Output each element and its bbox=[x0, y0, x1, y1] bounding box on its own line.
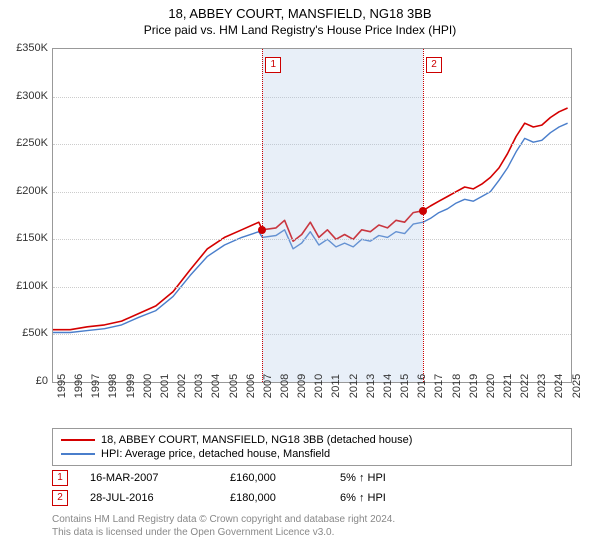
legend-label: 18, ABBEY COURT, MANSFIELD, NG18 3BB (de… bbox=[101, 434, 412, 446]
event-marker-label: 2 bbox=[426, 57, 442, 73]
event-row-marker: 1 bbox=[52, 470, 68, 486]
xtick-label: 2021 bbox=[502, 374, 514, 398]
legend-item: HPI: Average price, detached house, Mans… bbox=[61, 447, 563, 461]
legend-item: 18, ABBEY COURT, MANSFIELD, NG18 3BB (de… bbox=[61, 433, 563, 447]
event-vline bbox=[262, 49, 263, 382]
ytick-label: £100K bbox=[16, 280, 48, 292]
event-row-marker: 2 bbox=[52, 490, 68, 506]
title-sub: Price paid vs. HM Land Registry's House … bbox=[0, 23, 600, 37]
xtick-label: 2019 bbox=[468, 374, 480, 398]
footer-line1: Contains HM Land Registry data © Crown c… bbox=[52, 514, 572, 527]
legend-label: HPI: Average price, detached house, Mans… bbox=[101, 448, 330, 460]
event-row-price: £160,000 bbox=[230, 472, 340, 484]
event-dot bbox=[258, 226, 266, 234]
xtick-label: 2002 bbox=[176, 374, 188, 398]
xtick-label: 2023 bbox=[536, 374, 548, 398]
xtick-label: 2025 bbox=[571, 374, 583, 398]
xtick-label: 2020 bbox=[485, 374, 497, 398]
ytick-label: £250K bbox=[16, 137, 48, 149]
event-vline bbox=[423, 49, 424, 382]
xtick-label: 2015 bbox=[399, 374, 411, 398]
xtick-label: 2001 bbox=[159, 374, 171, 398]
event-row-date: 16-MAR-2007 bbox=[90, 472, 230, 484]
ytick-label: £350K bbox=[16, 42, 48, 54]
shaded-band bbox=[262, 49, 423, 382]
footer-line2: This data is licensed under the Open Gov… bbox=[52, 527, 572, 540]
xtick-label: 2010 bbox=[313, 374, 325, 398]
chart-container: 18, ABBEY COURT, MANSFIELD, NG18 3BB Pri… bbox=[0, 0, 600, 560]
xtick-label: 2022 bbox=[519, 374, 531, 398]
xtick-label: 2014 bbox=[382, 374, 394, 398]
ytick-label: £0 bbox=[36, 375, 48, 387]
xtick-label: 2016 bbox=[416, 374, 428, 398]
ytick-label: £50K bbox=[22, 327, 48, 339]
event-row: 2 28-JUL-2016£180,0006% ↑ HPI bbox=[52, 488, 572, 508]
xtick-label: 2008 bbox=[279, 374, 291, 398]
xtick-label: 2012 bbox=[348, 374, 360, 398]
xtick-label: 2017 bbox=[433, 374, 445, 398]
events-table: 1 16-MAR-2007£160,0005% ↑ HPI 2 28-JUL-2016… bbox=[52, 468, 572, 508]
xtick-label: 2018 bbox=[451, 374, 463, 398]
event-row-pct: 5% ↑ HPI bbox=[340, 472, 572, 484]
xtick-label: 2009 bbox=[296, 374, 308, 398]
legend-swatch bbox=[61, 439, 95, 441]
xtick-label: 2011 bbox=[330, 374, 342, 398]
xtick-label: 1999 bbox=[125, 374, 137, 398]
ytick-label: £300K bbox=[16, 90, 48, 102]
event-row: 1 16-MAR-2007£160,0005% ↑ HPI bbox=[52, 468, 572, 488]
xtick-label: 1995 bbox=[56, 374, 68, 398]
title-main: 18, ABBEY COURT, MANSFIELD, NG18 3BB bbox=[0, 6, 600, 21]
xtick-label: 1998 bbox=[107, 374, 119, 398]
event-row-price: £180,000 bbox=[230, 492, 340, 504]
event-row-date: 28-JUL-2016 bbox=[90, 492, 230, 504]
xtick-label: 2007 bbox=[262, 374, 274, 398]
footer: Contains HM Land Registry data © Crown c… bbox=[52, 514, 572, 539]
xtick-label: 2003 bbox=[193, 374, 205, 398]
legend: 18, ABBEY COURT, MANSFIELD, NG18 3BB (de… bbox=[52, 428, 572, 466]
xtick-label: 1996 bbox=[73, 374, 85, 398]
ytick-label: £200K bbox=[16, 185, 48, 197]
legend-swatch bbox=[61, 453, 95, 455]
xtick-label: 2005 bbox=[228, 374, 240, 398]
title-block: 18, ABBEY COURT, MANSFIELD, NG18 3BB Pri… bbox=[0, 0, 600, 37]
xtick-label: 1997 bbox=[90, 374, 102, 398]
ytick-label: £150K bbox=[16, 232, 48, 244]
xtick-label: 2006 bbox=[245, 374, 257, 398]
chart-plot-area: 12 bbox=[52, 48, 572, 383]
event-dot bbox=[419, 207, 427, 215]
xtick-label: 2004 bbox=[210, 374, 222, 398]
event-marker-label: 1 bbox=[265, 57, 281, 73]
event-row-pct: 6% ↑ HPI bbox=[340, 492, 572, 504]
xtick-label: 2024 bbox=[553, 374, 565, 398]
xtick-label: 2000 bbox=[142, 374, 154, 398]
xtick-label: 2013 bbox=[365, 374, 377, 398]
